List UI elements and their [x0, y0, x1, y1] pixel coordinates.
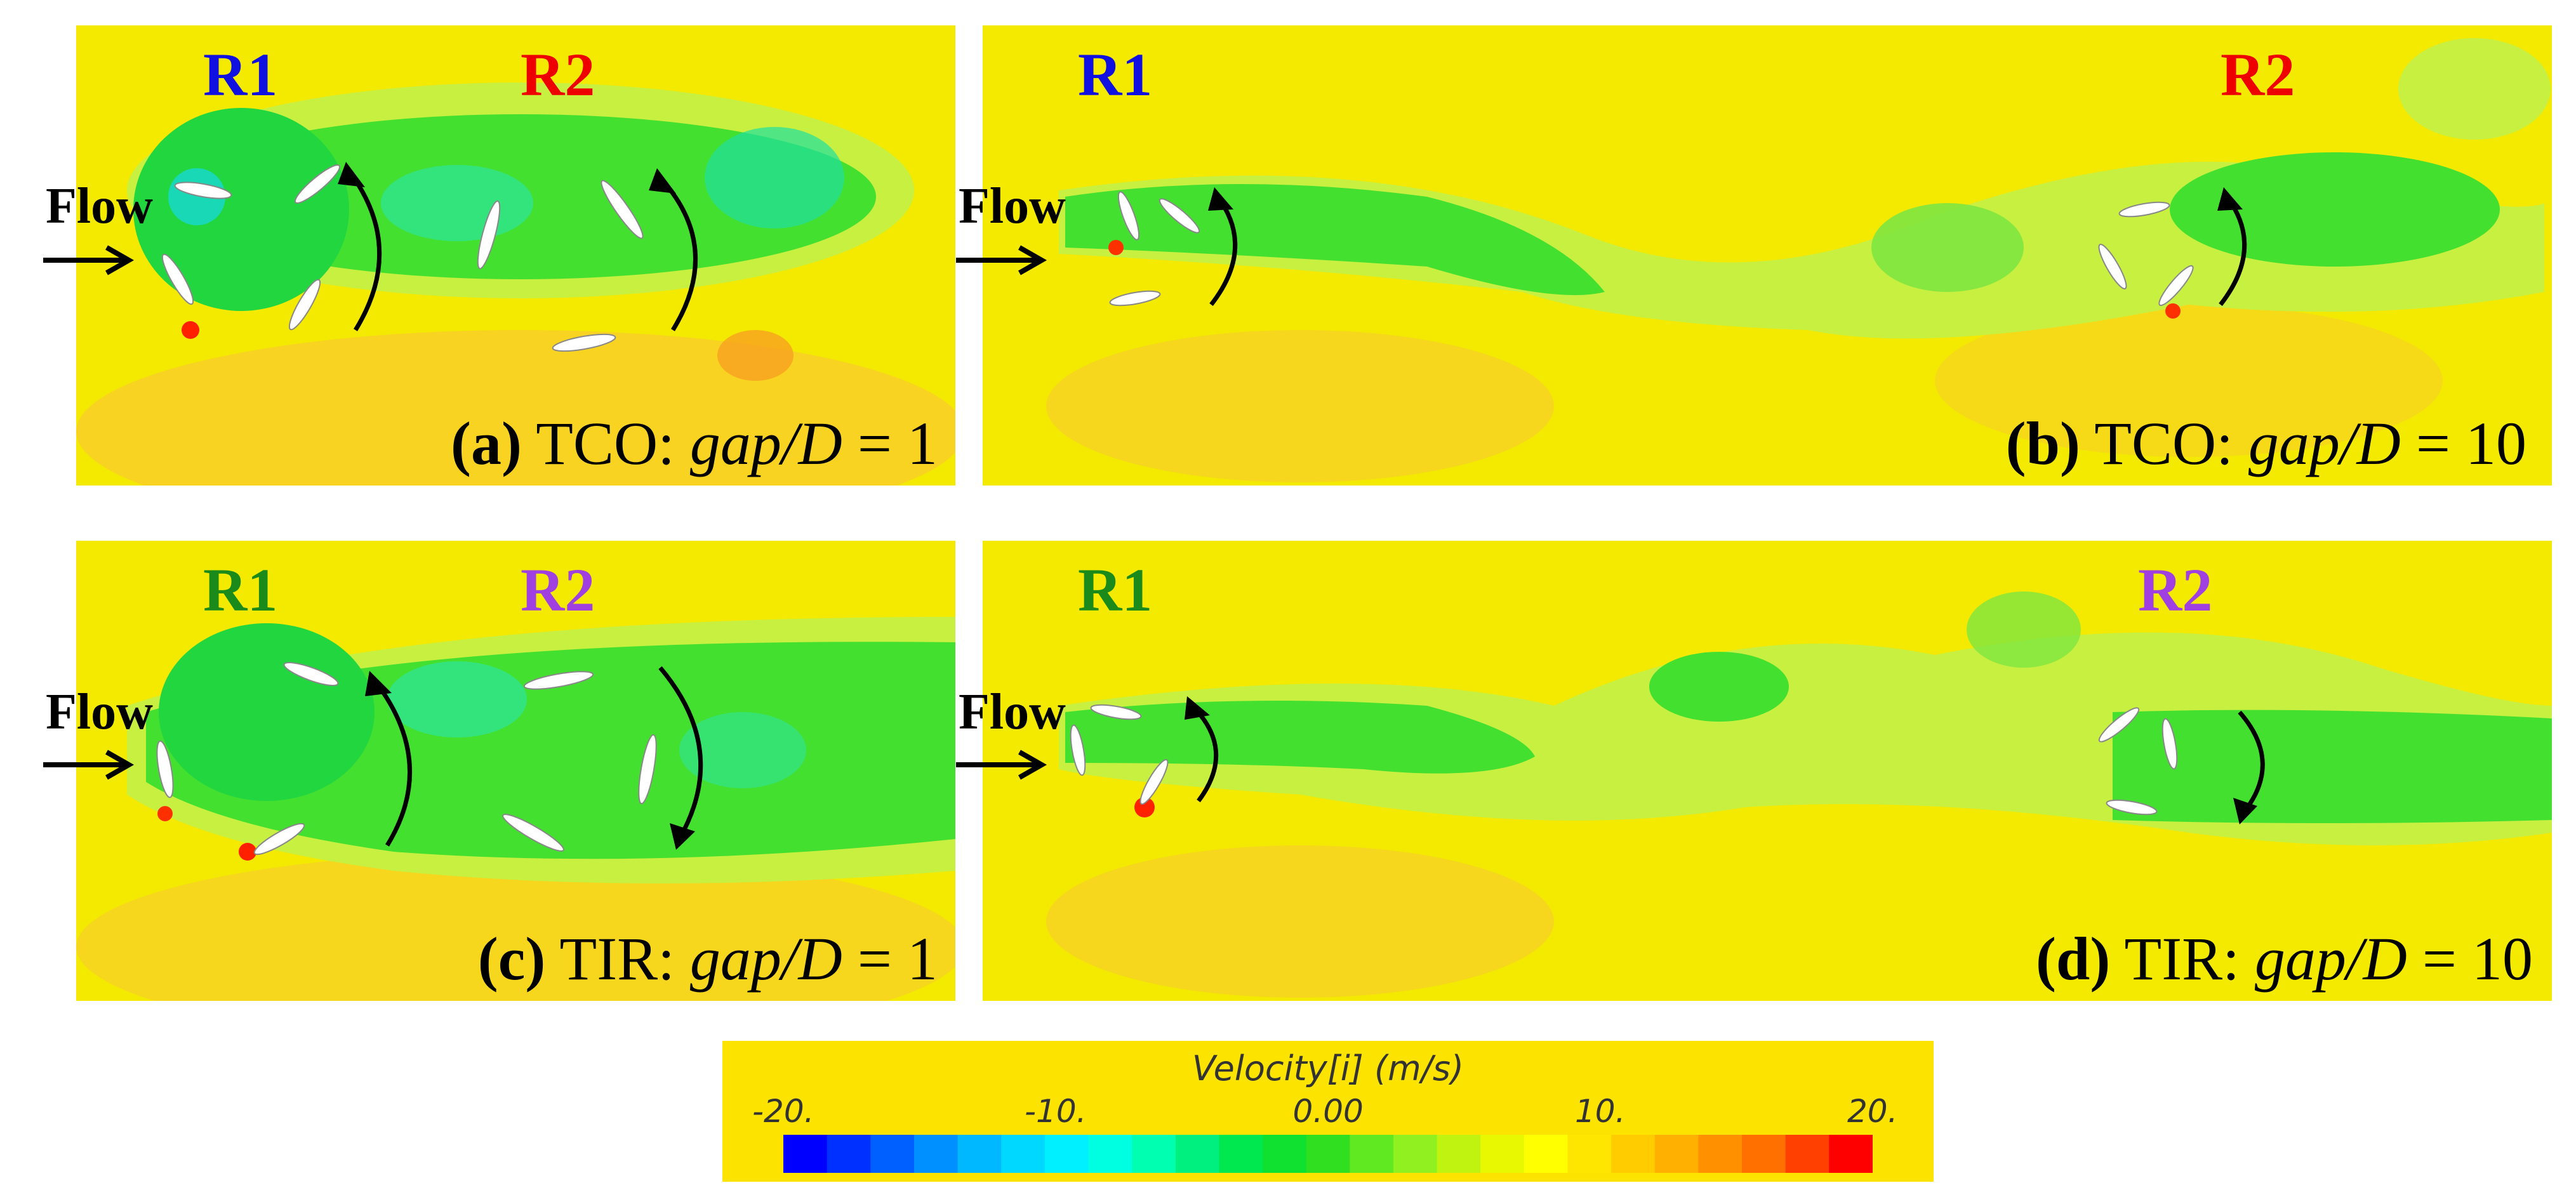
color-bar-segment [1437, 1135, 1481, 1173]
flow-label-b: Flow [959, 178, 1066, 234]
rotor-1-label: R1 [1078, 556, 1153, 624]
rotor-2-label: R2 [2138, 556, 2213, 624]
velocity-field-c [76, 617, 955, 1001]
rotor-2-label: R2 [521, 41, 595, 109]
color-bar-segment [913, 1135, 959, 1173]
panel-d-caption: (d) TIR: gap/D = 10 [2035, 925, 2533, 993]
panel-a: R1 R2 (a) TCO: gap/D = 1 [76, 25, 955, 486]
legend-tick: 20. [1847, 1093, 1898, 1130]
velocity-legend: Velocity[i] (m/s) -20. -10. 0.00 10. 20. [722, 1041, 1934, 1182]
color-bar-segment [827, 1135, 871, 1173]
velocity-field-d [1046, 592, 2552, 998]
flow-arrow-icon [43, 245, 135, 275]
color-bar-segment [1611, 1135, 1656, 1173]
panel-d: R1 R2 (d) TIR: gap/D = 10 [983, 541, 2552, 1001]
color-bar-segment [1219, 1135, 1263, 1173]
color-bar-segment [1001, 1135, 1046, 1173]
color-bar-segment [1044, 1135, 1089, 1173]
color-bar-segment [1654, 1135, 1699, 1173]
rotor-1-label: R1 [203, 556, 278, 624]
color-bar [783, 1135, 1873, 1173]
color-bar-segment [1480, 1135, 1525, 1173]
rotor-2-label: R2 [521, 556, 595, 624]
color-bar-segment [1829, 1135, 1873, 1173]
panel-c-caption: (c) TIR: gap/D = 1 [477, 925, 938, 993]
rotor-2-label: R2 [2221, 41, 2295, 109]
legend-tick: 0.00 [1292, 1093, 1364, 1130]
rotor-1-label: R1 [1078, 41, 1153, 109]
legend-tick: -20. [752, 1093, 814, 1130]
flow-label-a: Flow [46, 178, 153, 234]
color-bar-segment [1785, 1135, 1829, 1173]
color-bar-segment [1567, 1135, 1612, 1173]
color-bar-segment [870, 1135, 915, 1173]
panel-b: R1 R2 (b) TCO: gap/D = 10 [983, 25, 2552, 486]
color-bar-segment [1306, 1135, 1350, 1173]
flow-arrow-icon [43, 750, 135, 780]
panel-c: R1 R2 (c) TIR: gap/D = 1 [76, 541, 955, 1001]
flow-label-d: Flow [959, 684, 1066, 740]
color-bar-segment [1698, 1135, 1743, 1173]
color-bar-segment [783, 1135, 828, 1173]
color-bar-segment [1263, 1135, 1307, 1173]
color-bar-segment [957, 1135, 1002, 1173]
panel-a-caption: (a) TCO: gap/D = 1 [450, 409, 938, 477]
color-bar-segment [1350, 1135, 1394, 1173]
color-bar-segment [1175, 1135, 1219, 1173]
color-bar-segment [1088, 1135, 1132, 1173]
flow-label-c: Flow [46, 684, 153, 740]
color-bar-segment [1132, 1135, 1176, 1173]
color-bar-segment [1742, 1135, 1786, 1173]
legend-tick: -10. [1025, 1093, 1087, 1130]
flow-arrow-icon [956, 245, 1047, 275]
legend-title: Velocity[i] (m/s) [1192, 1048, 1464, 1088]
velocity-field-a [76, 83, 955, 486]
legend-tick: 10. [1575, 1093, 1626, 1130]
flow-arrow-icon [956, 750, 1047, 780]
color-bar-segment [1393, 1135, 1438, 1173]
panel-b-caption: (b) TCO: gap/D = 10 [2005, 409, 2526, 477]
rotor-1-label: R1 [203, 41, 278, 109]
velocity-field-b [1046, 38, 2551, 482]
color-bar-segment [1524, 1135, 1569, 1173]
